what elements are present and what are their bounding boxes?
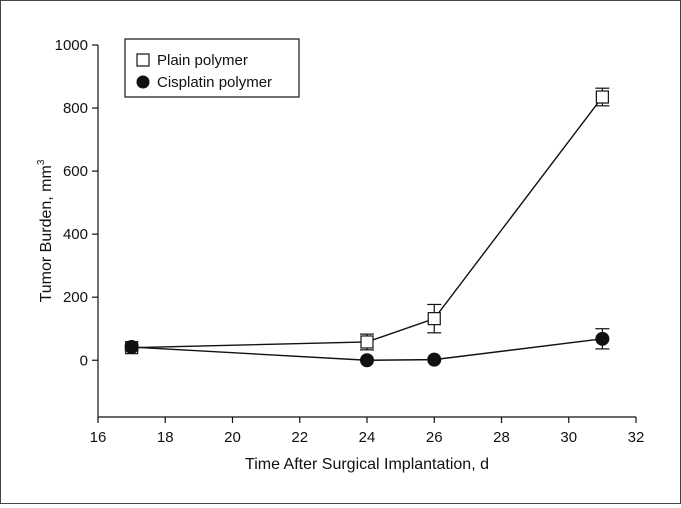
y-tick-label: 600 xyxy=(63,163,88,180)
legend-label: Cisplatin polymer xyxy=(157,74,272,91)
y-tick-label: 1000 xyxy=(55,37,88,54)
legend-box xyxy=(124,38,300,98)
data-point-circle xyxy=(427,352,442,367)
x-tick-label: 24 xyxy=(359,429,376,446)
y-tick-label: 0 xyxy=(80,352,88,369)
data-point-square xyxy=(360,335,374,349)
x-tick-label: 20 xyxy=(224,429,241,446)
y-tick-label: 800 xyxy=(63,100,88,117)
series-line-1 xyxy=(131,338,603,361)
x-tick-label: 26 xyxy=(426,429,443,446)
y-tick-label: 400 xyxy=(63,226,88,243)
data-point-circle xyxy=(595,331,610,346)
y-axis-title-superscript: 3 xyxy=(36,159,47,165)
y-tick-label: 200 xyxy=(63,289,88,306)
data-point-square xyxy=(427,312,441,326)
legend-label: Plain polymer xyxy=(157,52,248,69)
series-line-0 xyxy=(131,96,603,349)
axes: 0 200 400 600 800 1000 16 18 20 22 24 26 28 30 32 xyxy=(55,37,645,446)
x-tick-label: 18 xyxy=(157,429,174,446)
legend-square-marker xyxy=(136,53,150,67)
data-point-circle xyxy=(124,340,139,355)
legend: Plain polymer Cisplatin polymer xyxy=(124,38,300,98)
x-tick-label: 22 xyxy=(291,429,308,446)
y-axis-title: Tumor Burden, mm3 xyxy=(36,159,55,302)
data-point-square xyxy=(595,90,609,104)
data-point-circle xyxy=(360,353,374,368)
x-tick-label: 32 xyxy=(628,429,645,446)
x-tick-label: 28 xyxy=(493,429,510,446)
x-axis-title: Time After Surgical Implantation, d xyxy=(245,456,489,473)
y-axis-title-text: Tumor Burden, mm xyxy=(38,165,55,302)
x-tick-label: 16 xyxy=(90,429,107,446)
x-tick-label: 30 xyxy=(560,429,577,446)
series-layer xyxy=(124,87,610,368)
legend-circle-marker xyxy=(136,75,150,89)
